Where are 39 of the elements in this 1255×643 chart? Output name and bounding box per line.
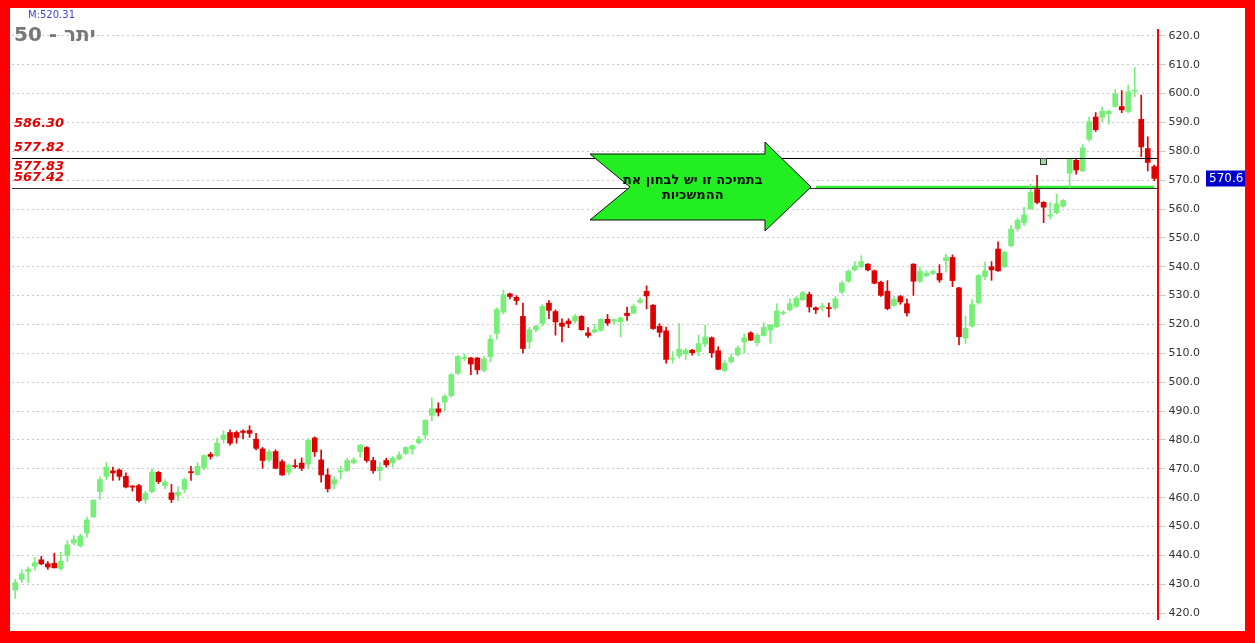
y-tick-label: 470.0 xyxy=(1168,461,1201,475)
y-tick-label: 620.0 xyxy=(1168,28,1201,42)
candlestick xyxy=(826,302,832,318)
candlestick xyxy=(1118,90,1125,113)
candlestick xyxy=(943,254,949,273)
y-tick-label: 520.0 xyxy=(1168,317,1201,331)
y-tick-label: 450.0 xyxy=(1168,519,1201,533)
y-tick-label: 530.0 xyxy=(1168,288,1201,302)
y-tick-label: 430.0 xyxy=(1168,577,1201,591)
candlestick xyxy=(175,486,181,501)
y-tick-label: 440.0 xyxy=(1168,548,1201,562)
ref-line-label: 567.42 xyxy=(14,169,65,185)
y-tick-label: 420.0 xyxy=(1168,606,1201,620)
candlestick xyxy=(624,306,630,321)
y-tick-label: 510.0 xyxy=(1168,346,1201,360)
y-tick-label: 610.0 xyxy=(1168,57,1201,71)
y-tick-label: 590.0 xyxy=(1168,115,1201,129)
y-tick-label: 540.0 xyxy=(1168,259,1201,273)
arrow: בתמיכה זו יש לבחון את ההמשכיות xyxy=(589,142,812,233)
chart-title: יתר - 50 xyxy=(14,22,96,46)
y-tick-label: 480.0 xyxy=(1168,432,1201,446)
y-tick-label: 550.0 xyxy=(1168,230,1201,244)
annotation: בתמיכה זו יש לבחון את ההמשכיות xyxy=(621,171,764,205)
annotation: 586.30 xyxy=(14,114,65,130)
text: M:520.31 xyxy=(28,8,75,20)
y-tick-label: 580.0 xyxy=(1168,144,1201,158)
candlestick xyxy=(1047,202,1053,220)
y-tick-label: 570.0 xyxy=(1168,173,1201,186)
candlestick xyxy=(25,566,32,583)
y-tick-label: 460.0 xyxy=(1168,490,1201,504)
y-tick-label: 500.0 xyxy=(1168,375,1201,389)
candlestick xyxy=(188,465,194,481)
candlestick xyxy=(585,327,591,338)
y-tick-label: 600.0 xyxy=(1168,86,1201,100)
candlestick xyxy=(376,461,383,481)
ref-line-label: 577.82 xyxy=(14,139,65,155)
y-tick-label: 490.0 xyxy=(1168,403,1201,417)
y-tick-label: 560.0 xyxy=(1168,201,1201,215)
text: 570.6 xyxy=(1209,170,1244,185)
